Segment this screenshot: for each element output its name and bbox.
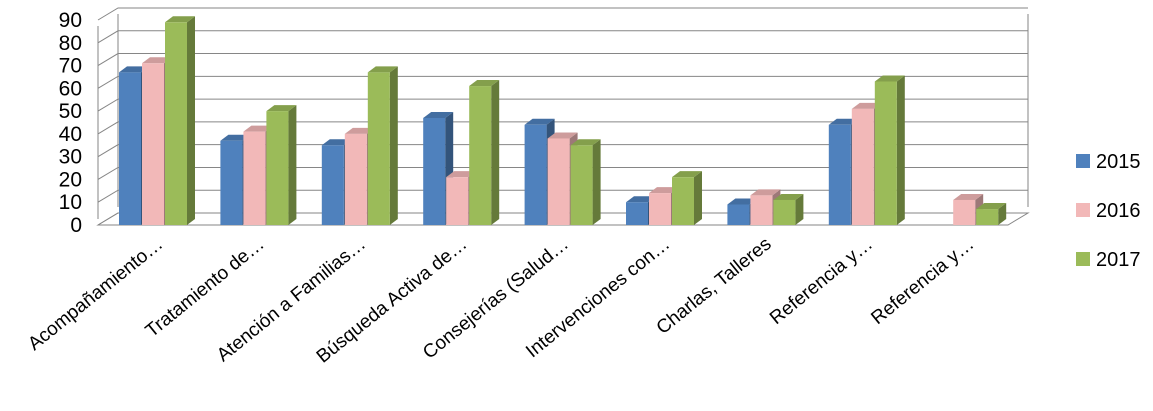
legend-swatch [1076, 203, 1090, 217]
y-tick-label: 90 [59, 9, 82, 32]
y-tick-label: 30 [59, 146, 82, 169]
bar [976, 203, 1007, 225]
gridline [97, 212, 1028, 226]
y-tick-label: 20 [59, 168, 82, 191]
bar [469, 80, 500, 225]
y-tick-label: 50 [59, 100, 82, 123]
y-tick-label: 0 [70, 214, 82, 237]
y-tick-label: 10 [59, 191, 82, 214]
gridline [97, 30, 1028, 44]
category-label: Referencia y… [766, 234, 877, 329]
bars [119, 16, 1007, 226]
bar [570, 139, 601, 225]
y-tick-label: 40 [59, 123, 82, 146]
gridline [97, 144, 1028, 158]
gridline [97, 166, 1028, 180]
bar [367, 66, 398, 225]
gridline [97, 53, 1028, 66]
legend-item: 2017 [1076, 249, 1141, 271]
legend-swatch [1076, 154, 1090, 168]
legend-swatch [1076, 252, 1090, 266]
category-label: Acompañamiento… [24, 234, 167, 355]
category-label: Referencia y… [867, 234, 978, 329]
gridline [97, 75, 1028, 89]
bar [672, 171, 702, 225]
bar [874, 75, 905, 225]
gridline [97, 98, 1028, 112]
bar [165, 16, 195, 226]
legend-label: 2015 [1096, 151, 1141, 173]
gridlines [97, 7, 1028, 226]
legend-label: 2016 [1096, 200, 1141, 222]
bar [266, 105, 297, 225]
x-axis-categories: Acompañamiento…Tratamiento de…Atención a… [24, 234, 978, 368]
gridline [97, 121, 1028, 135]
gridline [97, 189, 1028, 203]
y-tick-label: 70 [59, 55, 82, 78]
legend: 2015 2016 2017 [1076, 151, 1141, 271]
y-tick-label: 80 [59, 32, 82, 55]
bar [773, 193, 804, 225]
legend-item: 2016 [1076, 200, 1141, 222]
y-tick-label: 60 [59, 77, 82, 100]
legend-label: 2017 [1096, 249, 1141, 271]
legend-item: 2015 [1076, 151, 1141, 173]
gridline [97, 7, 1028, 21]
